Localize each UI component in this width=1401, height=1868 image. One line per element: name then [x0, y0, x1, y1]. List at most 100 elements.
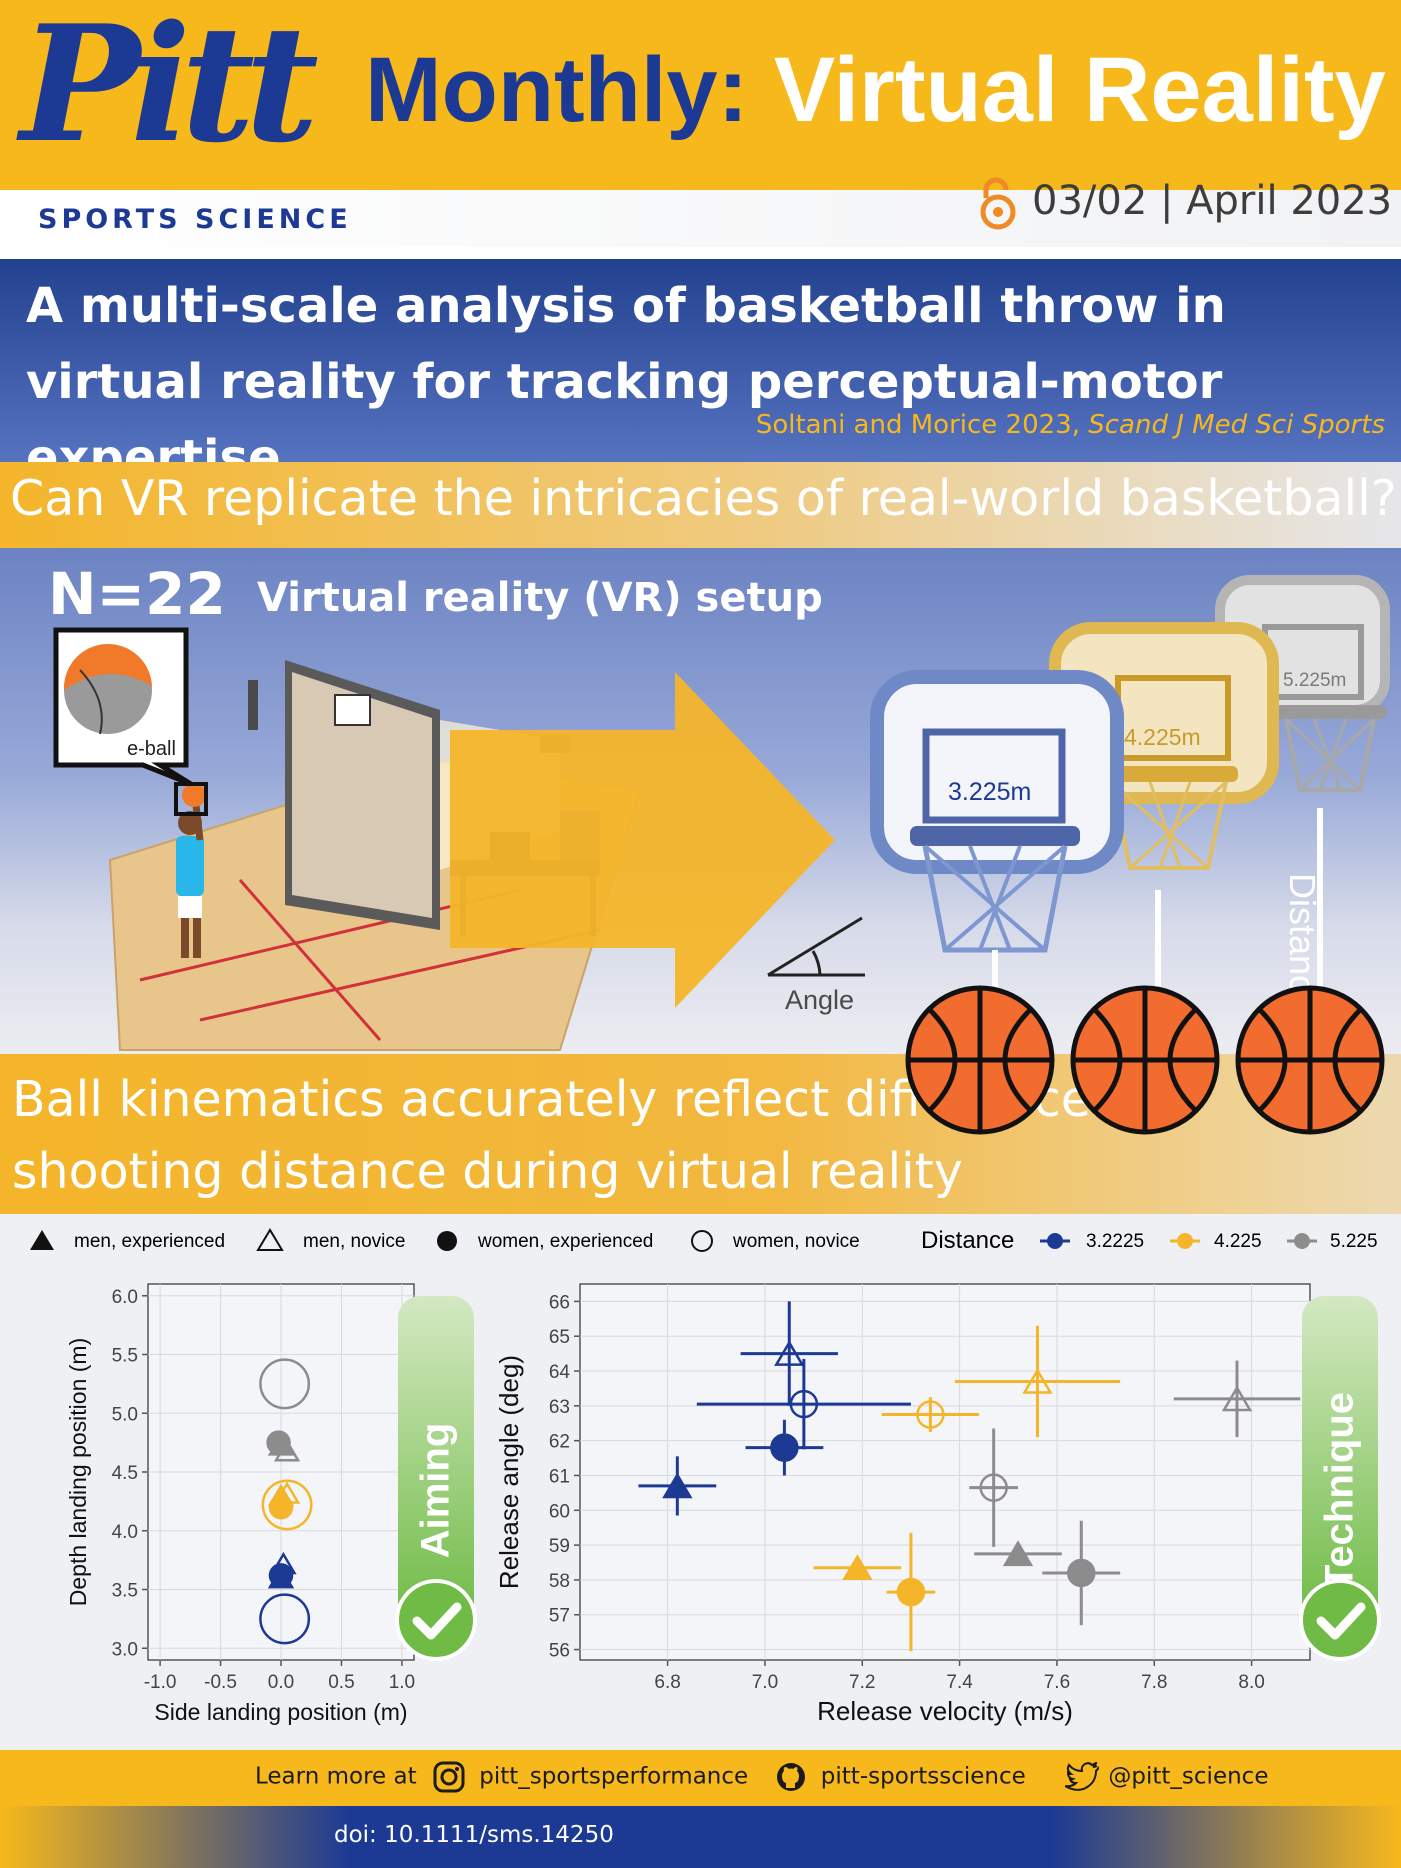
y-tick-label: 5.0 — [112, 1404, 138, 1425]
y-tick-label: 59 — [549, 1536, 570, 1557]
hoop-5225-net — [1284, 718, 1376, 792]
y-tick-label: 64 — [549, 1362, 571, 1383]
player-shorts — [178, 896, 202, 918]
legend-men-exp-marker — [30, 1230, 54, 1250]
legend-women-exp: women, experienced — [478, 1231, 654, 1252]
footer-band — [0, 1750, 1401, 1806]
hoop-4225-rim — [1100, 766, 1238, 782]
logo-subtitle: SPORTS SCIENCE — [38, 204, 352, 235]
data-point — [268, 1563, 294, 1588]
y-axis-label: Release angle (deg) — [494, 1355, 524, 1589]
basketball-icon — [905, 985, 1055, 1135]
x-axis-label: Release velocity (m/s) — [817, 1696, 1073, 1726]
technique-badge — [1302, 1296, 1378, 1626]
x-tick-label: 0.5 — [328, 1672, 354, 1693]
y-tick-label: 4.5 — [112, 1463, 138, 1484]
flow-arrow — [450, 672, 835, 1008]
legend-d3-marker — [1294, 1233, 1310, 1249]
github-icon — [777, 1763, 806, 1791]
learn-more-text: Learn more at — [255, 1763, 417, 1790]
player-body — [176, 836, 204, 896]
y-tick-label: 4.0 — [112, 1522, 138, 1543]
data-point — [662, 1472, 693, 1499]
paper-title: A multi-scale analysis of basketball thr… — [26, 278, 1226, 486]
vr-setup-label: Virtual reality (VR) setup — [257, 575, 823, 621]
aiming-chart: -1.0 -0.5 0.0 0.5 1.0 3.0 3.5 4.0 4.5 5.0 5.5 6.0 Si… — [65, 1283, 415, 1725]
data-point — [789, 1389, 819, 1419]
y-tick-label: 58 — [549, 1571, 570, 1592]
title-monthly: Monthly: — [365, 39, 749, 141]
basketball-icon — [1235, 985, 1385, 1135]
x-tick-label: 7.2 — [849, 1672, 875, 1693]
doi-band — [0, 1806, 1401, 1868]
y-tick-label: 5.5 — [112, 1346, 138, 1367]
basketball-icon — [1070, 985, 1220, 1135]
y-tick-label: 56 — [549, 1641, 570, 1662]
technique-label: Technique — [1317, 1391, 1362, 1590]
hoop-3225-label: 3.225m — [948, 778, 1032, 806]
eball-label: e-ball — [127, 738, 176, 760]
screen-backboard — [334, 694, 371, 726]
y-axis-label: Depth landing position (m) — [65, 1338, 91, 1606]
data-point — [1067, 1558, 1096, 1588]
x-tick-label: 1.0 — [389, 1672, 415, 1693]
hoop-5225-rim — [1276, 705, 1386, 719]
twitter-link[interactable]: @pitt_science — [1108, 1763, 1269, 1790]
data-point — [1221, 1385, 1253, 1412]
court-line — [238, 879, 382, 1041]
legend-distance-title: Distance — [921, 1227, 1015, 1254]
x-tick-label: 7.6 — [1044, 1672, 1070, 1693]
github-link[interactable]: pitt-sportsscience — [820, 1763, 1026, 1790]
twitter-icon — [1064, 1761, 1100, 1791]
y-tick-label: 3.0 — [112, 1639, 138, 1660]
data-point — [979, 1473, 1008, 1502]
title-topic: Virtual Reality — [773, 39, 1386, 141]
technique-check-icon — [1299, 1579, 1381, 1661]
aiming-label: Aiming — [413, 1422, 458, 1559]
citation-journal: Scand J Med Sci Sports — [1088, 410, 1385, 440]
data-point — [916, 1400, 945, 1429]
page-title: Monthly: Virtual Reality — [365, 38, 1386, 143]
aiming-check-icon — [395, 1579, 477, 1661]
aiming-badge — [398, 1296, 474, 1626]
data-point — [774, 1340, 805, 1366]
y-tick-label: 61 — [549, 1466, 570, 1487]
x-tick-label: 7.0 — [752, 1672, 778, 1693]
data-point — [266, 1430, 291, 1455]
x-tick-label: 0.0 — [268, 1672, 294, 1693]
data-point — [259, 1358, 311, 1410]
y-tick-label: 60 — [549, 1501, 570, 1522]
research-question: Can VR replicate the intricacies of real… — [10, 470, 1397, 527]
data-point — [1022, 1367, 1053, 1394]
vr-setup-illustration — [53, 575, 1390, 1051]
paper-title-band — [0, 259, 1401, 462]
legend-d1: 3.2225 — [1086, 1231, 1145, 1252]
x-axis-label: Side landing position (m) — [154, 1699, 407, 1725]
legend-men-nov-marker — [256, 1228, 284, 1251]
hoop-3225-rim — [910, 826, 1080, 846]
legend-d2-marker — [1177, 1233, 1193, 1249]
citation-authors: Soltani and Morice 2023, — [755, 410, 1089, 440]
y-tick-label: 6.0 — [112, 1287, 138, 1308]
instagram-link[interactable]: pitt_sportsperformance — [479, 1763, 749, 1790]
issue-date: 03/02 | April 2023 — [1032, 178, 1393, 224]
player-ball — [182, 783, 206, 807]
data-point — [1002, 1540, 1034, 1567]
legend-men-nov: men, novice — [303, 1231, 406, 1252]
data-point — [268, 1495, 294, 1520]
instagram-icon — [433, 1761, 465, 1793]
y-tick-label: 62 — [549, 1432, 570, 1453]
projection-screen — [292, 672, 432, 918]
question-band — [0, 462, 1401, 548]
legend-d1-marker — [1047, 1233, 1063, 1249]
citation: Soltani and Morice 2023, Scand J Med Sci… — [756, 410, 1385, 440]
sample-size: N=22 — [48, 560, 226, 628]
x-tick-label: 7.8 — [1141, 1672, 1167, 1693]
open-access-icon — [980, 177, 1016, 230]
doi-link[interactable]: doi: 10.1111/sms.14250 — [334, 1822, 614, 1848]
y-tick-label: 65 — [549, 1327, 570, 1348]
legend-d2: 4.225 — [1214, 1231, 1262, 1252]
data-point — [261, 1479, 313, 1531]
x-tick-label: -0.5 — [204, 1672, 237, 1693]
x-tick-label: -1.0 — [144, 1672, 177, 1693]
